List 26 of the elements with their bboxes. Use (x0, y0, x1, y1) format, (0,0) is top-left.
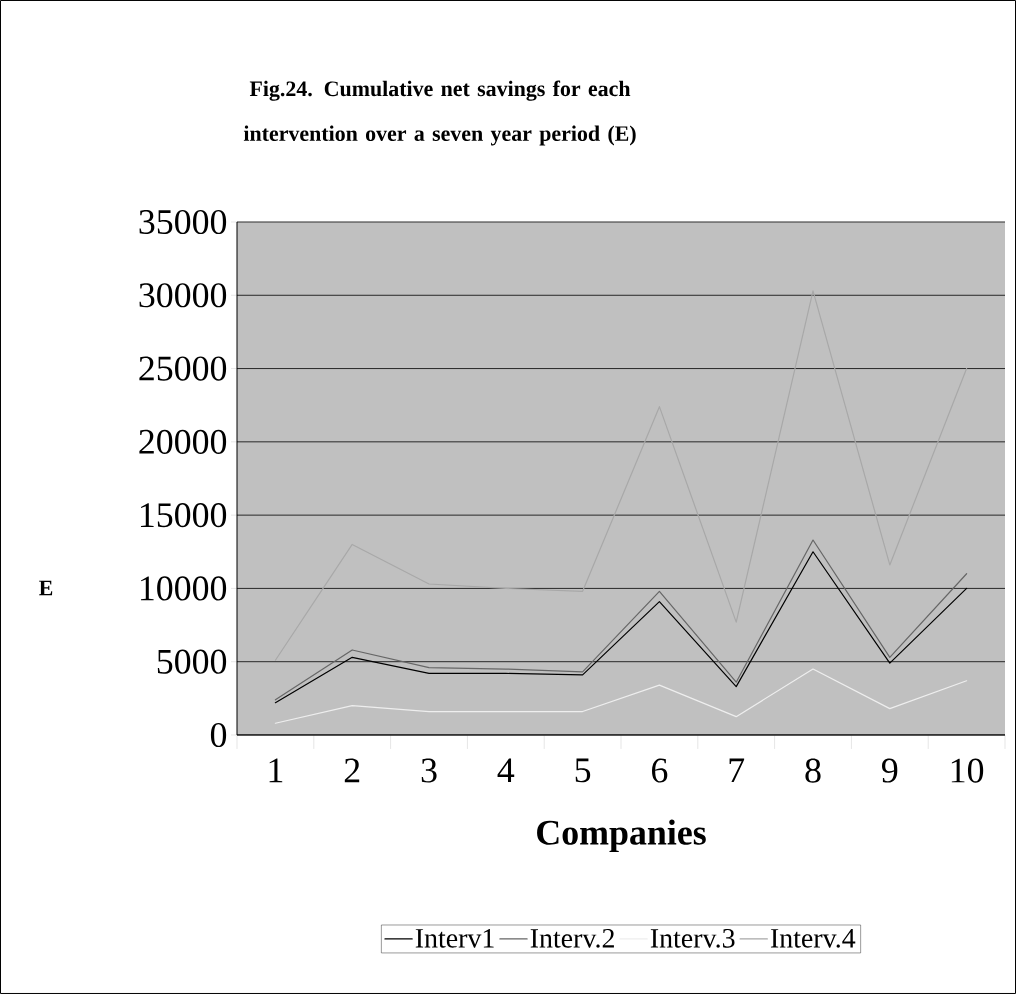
legend-label: Interv.4 (770, 929, 856, 948)
x-tick-label: 5 (575, 758, 591, 783)
chart-title: Fig.24. Cumulative net savings for each intervention over a seven year period (E) (243, 80, 636, 146)
y-tick-label: 15000 (140, 503, 227, 528)
x-tick-label: 8 (805, 758, 821, 783)
x-tick-label: 2 (344, 758, 360, 783)
legend-label: Interv.2 (530, 928, 614, 948)
y-axis-title: E (39, 580, 53, 596)
y-tick-label: 5000 (157, 649, 227, 674)
line-series (274, 290, 968, 661)
x-tick-label: 10 (951, 758, 984, 783)
y-tick-label: 10000 (140, 576, 227, 601)
y-tick-label: 30000 (139, 283, 227, 308)
x-tick-label: 7 (729, 758, 745, 782)
y-tick-label: 0 (210, 722, 227, 748)
legend-label: Interv.3 (650, 928, 735, 948)
x-tick-label: 3 (421, 758, 437, 783)
x-tick-label: 1 (269, 758, 283, 783)
y-tick-label: 35000 (139, 209, 227, 235)
legend-label: Interv1 (415, 929, 494, 948)
y-tick-label: 20000 (139, 429, 227, 454)
x-tick-label: 4 (497, 758, 515, 783)
y-tick-label: 25000 (139, 356, 227, 381)
x-axis-title: Companies (537, 819, 706, 853)
x-tick-label: 6 (651, 758, 668, 783)
x-tick-label: 9 (882, 758, 898, 783)
